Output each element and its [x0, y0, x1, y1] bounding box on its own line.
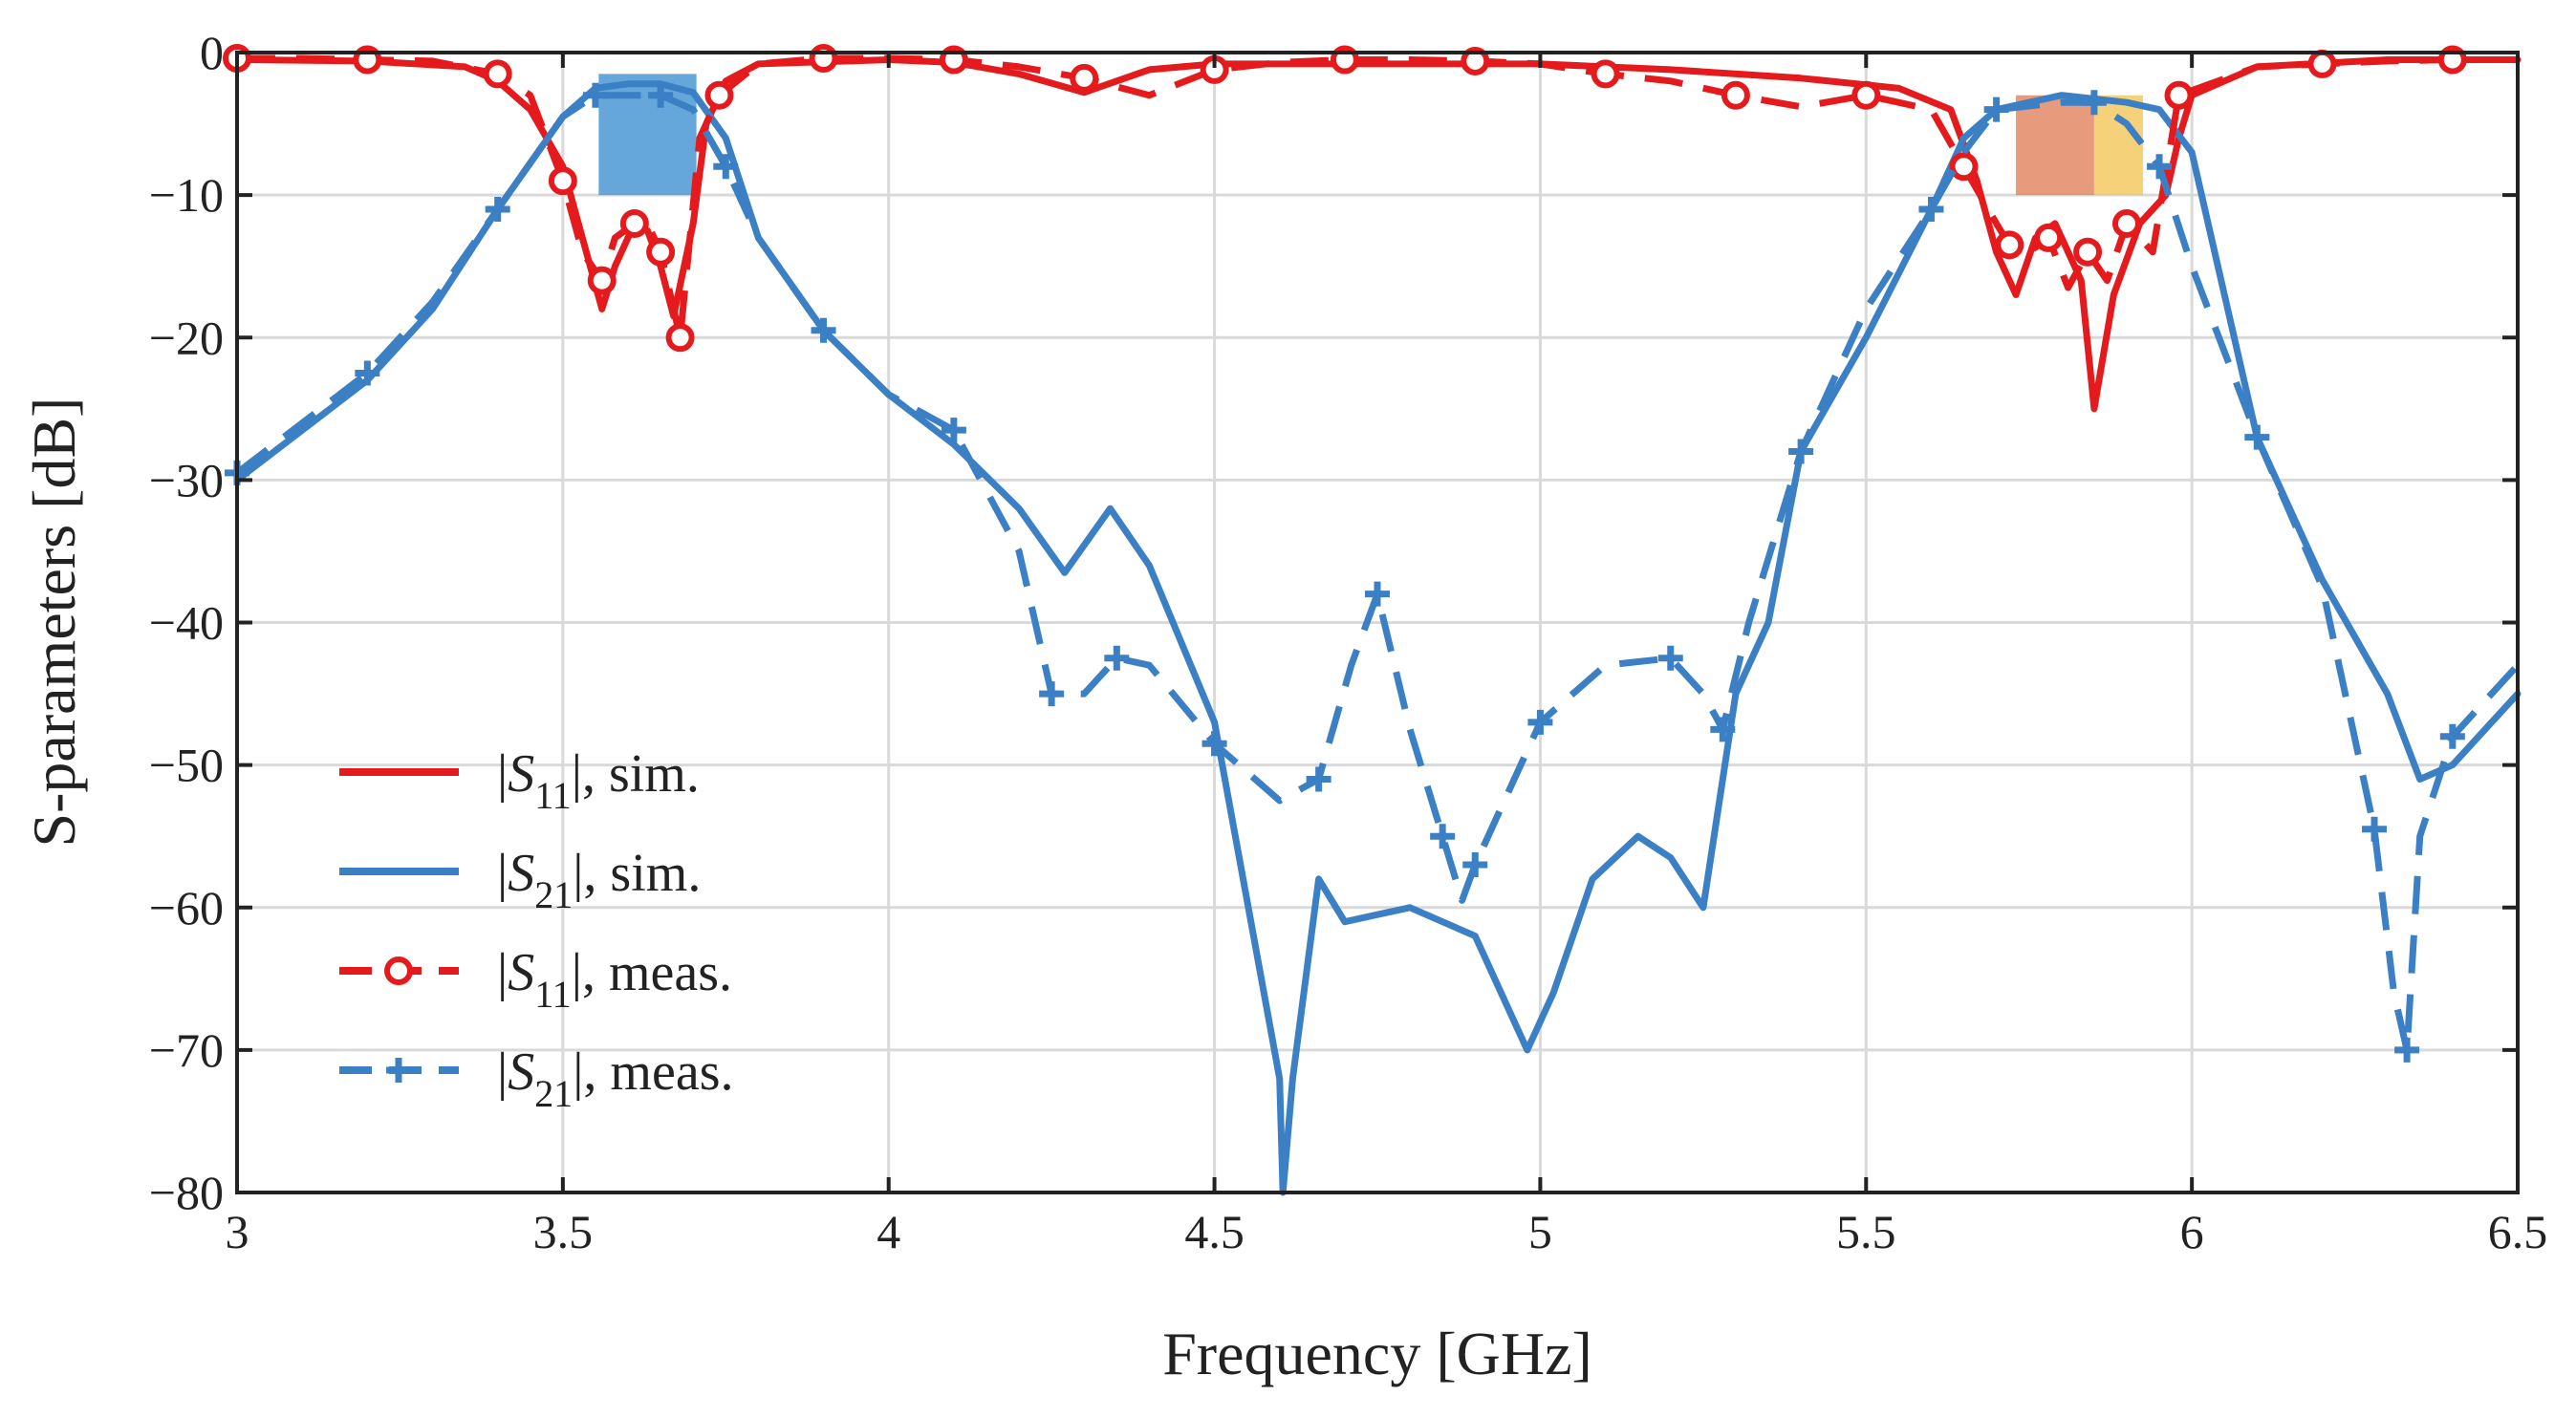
x-tick-label: 5.5 [1836, 1205, 1896, 1258]
x-tick-label: 4 [877, 1205, 900, 1258]
series-line [233, 56, 2522, 413]
circle-marker [1461, 46, 1490, 75]
series-line [233, 80, 2522, 1196]
x-tick-label: 6 [2180, 1205, 2204, 1258]
plus-marker [1918, 197, 1944, 223]
plus-marker [1365, 581, 1390, 607]
circle-marker [1070, 63, 1099, 93]
x-axis-label: Frequency [GHz] [1162, 1320, 1592, 1387]
plus-marker [2147, 154, 2173, 180]
series--s21-sim- [233, 80, 2522, 1196]
plus-marker [2439, 723, 2465, 749]
circle-marker [619, 208, 649, 238]
plus-marker [941, 418, 966, 443]
plus-marker [1983, 97, 2009, 122]
y-tick-label: 0 [200, 26, 224, 79]
plus-marker [1462, 852, 1488, 878]
plus-marker [1104, 645, 1130, 671]
plus-marker [713, 154, 739, 180]
plus-marker [582, 82, 608, 108]
series--s11-sim- [233, 56, 2522, 413]
plus-marker [648, 82, 674, 108]
x-tick-label: 3 [226, 1205, 249, 1258]
circle-marker [1949, 152, 1979, 182]
series-line [237, 54, 2518, 341]
y-tick-label: −40 [149, 596, 224, 650]
plus-marker [1657, 645, 1683, 671]
plus-marker [2081, 90, 2107, 116]
x-tick-label: 6.5 [2488, 1205, 2548, 1258]
plus-marker [811, 317, 836, 343]
plus-marker [1201, 731, 1227, 757]
legend-label: |S11|, sim. [497, 744, 700, 817]
plus-marker [2394, 1037, 2420, 1063]
circle-marker [2164, 80, 2194, 110]
plus-marker [2244, 424, 2270, 450]
y-axis-label: S-parameters [dB] [20, 397, 88, 848]
data-series [223, 43, 2522, 1196]
plus-marker [1527, 709, 1553, 735]
legend-label: |S11|, meas. [497, 943, 732, 1016]
circle-marker [587, 266, 617, 295]
circle-marker [1591, 59, 1620, 89]
circle-marker [704, 80, 734, 110]
passband-rect [2016, 95, 2094, 196]
plus-marker [386, 1058, 411, 1083]
circle-marker [1995, 230, 2024, 260]
y-tick-label: −10 [149, 168, 224, 222]
x-tick-label: 4.5 [1184, 1205, 1245, 1258]
plus-marker [355, 360, 380, 386]
circle-marker [2111, 208, 2141, 238]
series--s21-meas- [225, 82, 2521, 1063]
legend-entry: |S21|, sim. [339, 844, 701, 916]
passband-rect [2093, 95, 2144, 196]
circle-marker [384, 956, 413, 985]
y-tick-label: −50 [149, 739, 224, 792]
circle-marker [548, 166, 577, 196]
y-tick-label: −30 [149, 453, 224, 506]
series-line [234, 92, 2521, 1054]
x-tick-label: 5 [1528, 1205, 1552, 1258]
passband-highlights [598, 74, 2144, 196]
legend-label: |S21|, meas. [497, 1042, 734, 1115]
legend: |S11|, sim. |S21|, sim. |S11|, meas. |S21|,… [339, 744, 734, 1115]
circle-marker [2307, 49, 2337, 78]
y-tick-label: −20 [149, 311, 224, 364]
circle-marker [1721, 80, 1750, 110]
circle-marker [809, 43, 838, 73]
circle-marker [665, 323, 695, 353]
circle-marker [1851, 80, 1881, 110]
plus-marker [1039, 681, 1065, 707]
plus-marker [485, 197, 510, 223]
y-tick-label: −60 [149, 881, 224, 935]
plus-marker [1710, 717, 1736, 742]
legend-entry: |S11|, meas. [339, 943, 732, 1016]
y-tick-label: −80 [149, 1166, 224, 1219]
circle-marker [646, 237, 676, 267]
axis-ticks: 3 3.5 4 4.5 5 5.5 6 6.5 0 −10 −20 −30 −40 −50 −60 −70 −8… [149, 26, 2547, 1258]
plus-marker [2362, 816, 2388, 842]
legend-entry: |S11|, sim. [339, 744, 700, 817]
x-tick-label: 3.5 [533, 1205, 594, 1258]
circle-marker [483, 59, 512, 89]
legend-entry: |S21|, meas. [339, 1042, 734, 1115]
circle-marker [2034, 223, 2064, 252]
plus-marker [1430, 824, 1456, 849]
circle-marker [2073, 237, 2103, 267]
plus-marker [1788, 439, 1814, 464]
legend-label: |S21|, sim. [497, 844, 701, 916]
y-tick-label: −70 [149, 1023, 224, 1077]
plus-marker [1306, 766, 1331, 792]
